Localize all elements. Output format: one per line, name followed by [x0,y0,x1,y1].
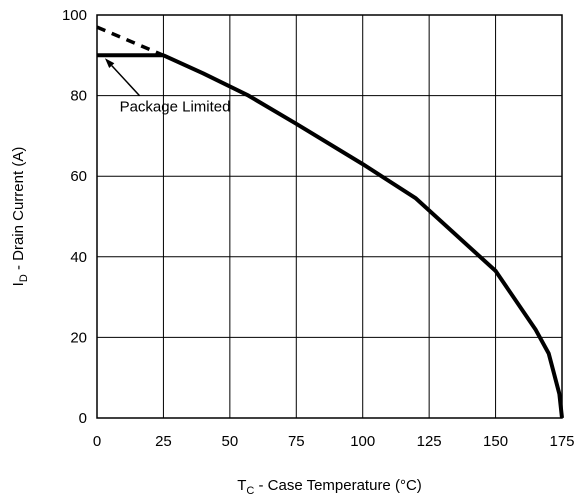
y-axis-label-rest: - Drain Current (A) [10,147,27,275]
grid [97,15,562,418]
y-tick-label: 20 [70,329,87,346]
y-tick-label: 40 [70,249,87,266]
y-tick-labels: 0 20 40 60 80 100 [62,7,87,427]
series-group [96,25,564,419]
x-tick-labels: 0 25 50 75 100 125 150 175 [93,433,575,450]
annotation-arrow-head [104,58,115,69]
x-tick-label: 0 [93,433,101,450]
plot-frame [96,14,563,419]
x-axis-label-rest: - Case Temperature (°C) [254,477,421,494]
y-tick-label: 100 [62,7,87,24]
y-axis-label-sub: D [18,274,30,282]
annotation-group: Package Limited [104,58,231,116]
annotation-label: Package Limited [120,99,231,116]
y-tick-label: 0 [79,410,87,427]
x-tick-label: 150 [483,433,508,450]
y-axis-label: ID - Drain Current (A) [10,147,30,287]
x-tick-label: 125 [417,433,442,450]
y-axis-label-main: I [10,282,27,286]
x-tick-label: 50 [222,433,239,450]
series-line-dashed [96,25,165,57]
series-line-0 [162,53,564,419]
x-tick-label: 100 [350,433,375,450]
x-axis-label: TC - Case Temperature (°C) [237,477,422,497]
annotation-arrow-line [111,65,141,97]
x-axis-label-sub: C [246,485,254,497]
y-tick-label: 80 [70,88,87,105]
x-tick-label: 175 [549,433,574,450]
y-tick-label: 60 [70,168,87,185]
x-tick-label: 25 [155,433,172,450]
x-tick-label: 75 [288,433,305,450]
x-axis-label-main: T [237,477,246,494]
